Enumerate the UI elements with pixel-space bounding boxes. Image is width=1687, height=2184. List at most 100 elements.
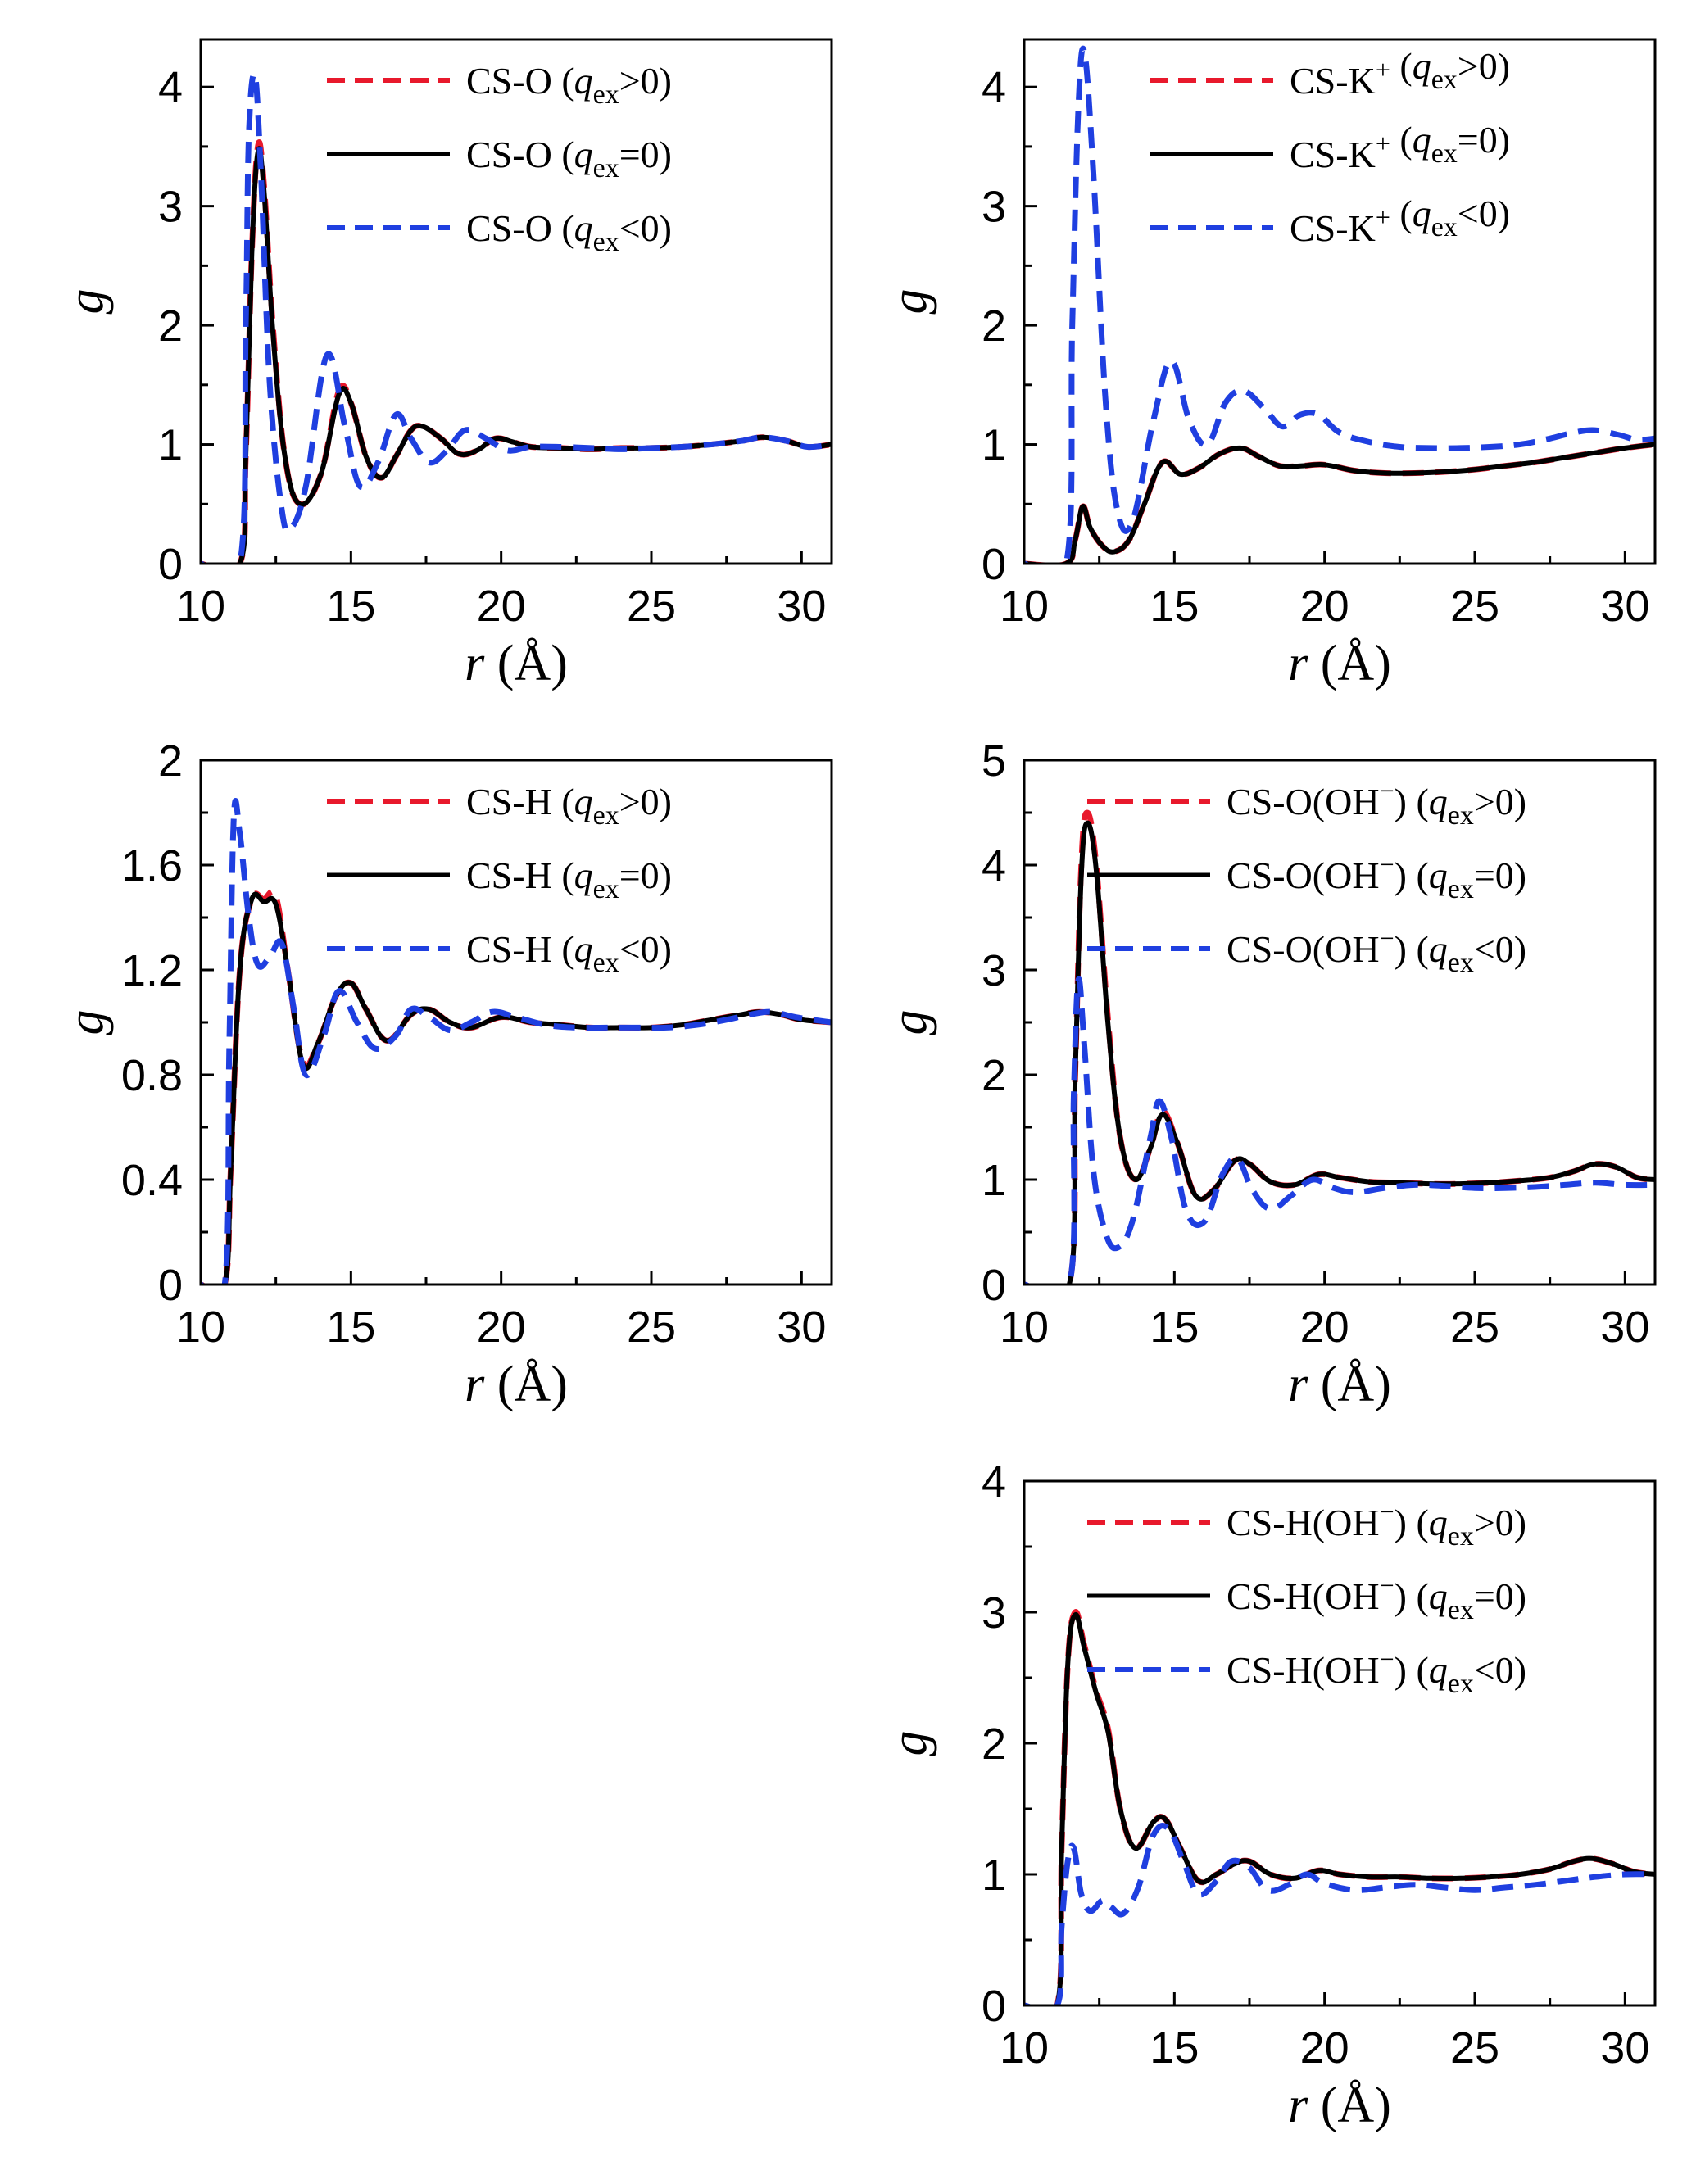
y-tick-label: 2 — [982, 1051, 1006, 1100]
x-tick-label: 15 — [1150, 1303, 1199, 1352]
y-tick-label: 1 — [158, 421, 183, 470]
legend: CS-K+ (qex>0) CS-K+ (qex=0) CS-K+ (qex<0) — [1150, 45, 1510, 249]
x-tick-label: 10 — [176, 1303, 225, 1352]
y-tick-label: 3 — [982, 183, 1006, 232]
y-axis-title: g — [882, 1010, 937, 1035]
legend-label: CS-K+ (qex=0) — [1290, 119, 1510, 175]
x-tick-label: 20 — [1300, 582, 1349, 631]
series-line-eq0 — [1024, 442, 1655, 564]
x-tick-label: 20 — [1300, 1303, 1349, 1352]
x-tick-label: 30 — [777, 582, 826, 631]
series-line-lt0 — [1024, 45, 1655, 564]
panel-cs-o: 10 15 20 25 30 0 1 2 3 4 r (Å) g CS-O (qex>0) CS-O (q… — [0, 0, 836, 721]
series-group — [201, 798, 832, 1285]
y-tick-label: 1.2 — [121, 946, 183, 995]
legend-label: CS-O(OH−) (qex=0) — [1227, 850, 1526, 904]
x-tick-label: 15 — [326, 1303, 375, 1352]
x-tick-label: 30 — [1600, 1303, 1649, 1352]
x-tick-label: 15 — [1150, 2023, 1199, 2073]
legend-label: CS-K+ (qex<0) — [1290, 193, 1510, 249]
panel-cs-o-oh: 10 15 20 25 30 0 1 2 3 4 5 r (Å) g CS-O(OH−) (qex>0) C… — [823, 721, 1659, 1442]
x-tick-label: 15 — [1150, 582, 1199, 631]
y-tick-label: 2 — [158, 736, 183, 786]
series-line-eq0 — [1024, 820, 1655, 1285]
y-tick-label: 3 — [982, 946, 1006, 995]
panel-cs-k: 10 15 20 25 30 0 1 2 3 4 r (Å) g CS-K+ (qex>0) CS-K+ … — [823, 0, 1659, 721]
x-tick-label: 30 — [777, 1303, 826, 1352]
x-axis-title: r (Å) — [1288, 636, 1391, 691]
plot-frame — [1023, 38, 1657, 565]
y-tick-label: 1 — [982, 1851, 1006, 1900]
y-tick-label: 4 — [982, 63, 1006, 112]
x-tick-label: 30 — [1600, 2023, 1649, 2073]
legend-label: CS-O (qex=0) — [466, 134, 672, 184]
y-tick-label: 3 — [982, 1588, 1006, 1638]
legend-label: CS-O(OH−) (qex<0) — [1227, 923, 1526, 978]
y-tick-label: 0 — [158, 1261, 183, 1310]
x-axis-title: r (Å) — [1288, 1357, 1391, 1412]
legend: CS-H (qex>0) CS-H (qex=0) CS-H (qex<0) — [327, 781, 672, 978]
y-axis-title: g — [882, 289, 937, 315]
y-tick-label: 0 — [982, 540, 1006, 589]
y-tick-label: 0 — [982, 1261, 1006, 1310]
series-line-lt0 — [1024, 1823, 1655, 2005]
legend: CS-O (qex>0) CS-O (qex=0) CS-O (qex<0) — [327, 60, 672, 257]
y-tick-label: 0.4 — [121, 1156, 183, 1205]
x-axis-title: r (Å) — [465, 1357, 568, 1412]
y-tick-label: 4 — [982, 841, 1006, 890]
series-line-lt0 — [1024, 976, 1655, 1285]
y-tick-label: 1 — [982, 421, 1006, 470]
legend-label: CS-H(OH−) (qex=0) — [1227, 1570, 1526, 1625]
x-tick-label: 10 — [1000, 582, 1049, 631]
y-tick-label: 2 — [158, 301, 183, 351]
x-tick-label: 30 — [1600, 582, 1649, 631]
series-group — [1024, 809, 1655, 1285]
legend-label: CS-H (qex<0) — [466, 928, 672, 978]
legend-label: CS-O (qex<0) — [466, 207, 672, 257]
y-tick-label: 0 — [158, 540, 183, 589]
y-axis-title: g — [882, 1731, 937, 1756]
y-tick-label: 2 — [982, 301, 1006, 351]
series-line-lt0 — [201, 70, 832, 564]
y-tick-label: 4 — [982, 1457, 1006, 1507]
series-line-eq0 — [1024, 1612, 1655, 2005]
legend-label: CS-H(OH−) (qex>0) — [1227, 1497, 1526, 1552]
panel-cs-h: 10 15 20 25 30 0 0.4 0.8 1.2 1.6 2 r (Å) g CS-H (qex>… — [0, 721, 836, 1442]
x-axis-title: r (Å) — [465, 636, 568, 691]
legend-label: CS-O (qex>0) — [466, 60, 672, 110]
plot-frame — [1023, 1479, 1657, 2007]
y-tick-label: 2 — [982, 1720, 1006, 1769]
legend-label: CS-H (qex=0) — [466, 854, 672, 904]
y-tick-label: 4 — [158, 63, 183, 112]
x-tick-label: 10 — [176, 582, 225, 631]
legend: CS-H(OH−) (qex>0) CS-H(OH−) (qex=0) CS-H(O… — [1087, 1497, 1526, 1699]
x-tick-label: 25 — [627, 582, 676, 631]
x-tick-label: 20 — [1300, 2023, 1349, 2073]
y-tick-label: 1.6 — [121, 841, 183, 890]
x-tick-label: 10 — [1000, 2023, 1049, 2073]
plot-frame — [199, 38, 833, 565]
series-group — [1024, 1609, 1655, 2005]
plot-frame — [1023, 759, 1657, 1286]
y-axis-title: g — [58, 1010, 114, 1035]
legend-label: CS-O(OH−) (qex>0) — [1227, 776, 1526, 831]
x-tick-label: 10 — [1000, 1303, 1049, 1352]
y-tick-label: 0 — [982, 1982, 1006, 2031]
series-group — [201, 70, 832, 564]
legend-label: CS-K+ (qex>0) — [1290, 45, 1510, 102]
y-tick-label: 1 — [982, 1156, 1006, 1205]
y-tick-label: 0.8 — [121, 1051, 183, 1100]
x-axis-title: r (Å) — [1288, 2078, 1391, 2133]
x-tick-label: 25 — [627, 1303, 676, 1352]
series-group — [1024, 45, 1655, 564]
legend-label: CS-H (qex>0) — [466, 781, 672, 831]
x-tick-label: 25 — [1450, 582, 1499, 631]
x-tick-label: 20 — [477, 582, 526, 631]
x-tick-label: 20 — [477, 1303, 526, 1352]
y-axis-title: g — [58, 289, 114, 315]
